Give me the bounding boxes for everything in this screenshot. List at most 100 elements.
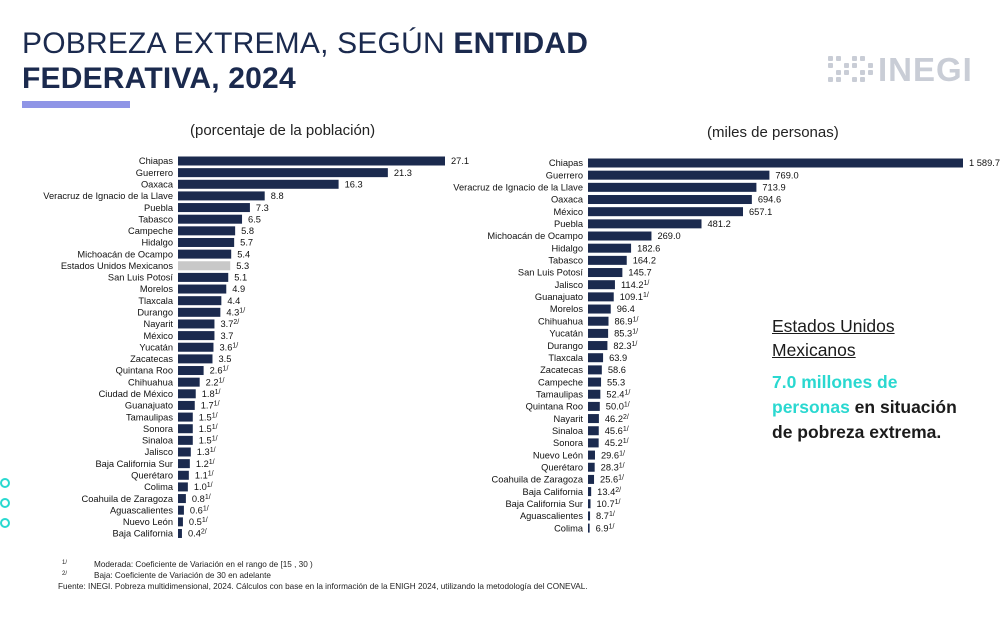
left-category-label: Nuevo León (123, 517, 173, 527)
left-bar (178, 191, 265, 201)
left-bar-chart: Chiapas 27.1 Guerrero 21.3 Oaxaca 16.3 Veracru… (43, 156, 469, 538)
right-category-label: Yucatán (549, 329, 583, 339)
left-value-label: 5.3 (236, 261, 249, 271)
left-bar (178, 261, 231, 271)
social-circle-icon (0, 478, 10, 488)
summary-heading-1: Estados Unidos (772, 316, 895, 336)
right-value-label: 1 589.7 (969, 158, 1000, 168)
left-bar (178, 237, 235, 247)
right-value-label: 45.21/ (605, 438, 629, 448)
left-value-label: 2.61/ (210, 366, 229, 376)
right-bar (588, 231, 652, 241)
right-category-label: Michoacán de Ocampo (487, 231, 583, 241)
right-value-label: 96.4 (617, 304, 635, 314)
left-category-label: Sonora (143, 424, 174, 434)
right-bar (588, 389, 601, 399)
right-value-label: 269.0 (657, 231, 680, 241)
left-bar (178, 459, 190, 469)
summary-highlight-1: 7.0 millones de (772, 372, 898, 392)
left-category-label: Tamaulipas (126, 412, 173, 422)
right-category-label: Chihuahua (538, 316, 584, 326)
right-bar (588, 426, 599, 436)
left-value-label: 5.7 (240, 238, 253, 248)
left-category-label: Morelos (140, 284, 173, 294)
left-value-label: 1.81/ (202, 389, 221, 399)
right-bar (588, 158, 963, 168)
left-value-label: 1.71/ (201, 401, 220, 411)
summary-box: Estados Unidos Mexicanos 7.0 millones de… (772, 314, 1002, 445)
summary-highlight-2: personas (772, 397, 850, 417)
right-category-label: Zacatecas (540, 365, 583, 375)
right-category-label: Oaxaca (551, 195, 584, 205)
right-category-label: Aguascalientes (520, 511, 583, 521)
right-bar (588, 207, 744, 217)
right-category-label: Guanajuato (535, 292, 583, 302)
right-value-label: 63.9 (609, 353, 627, 363)
left-category-label: México (144, 331, 173, 341)
left-category-label: Veracruz de Ignacio de la Llave (43, 191, 173, 201)
right-value-label: 657.1 (749, 207, 772, 217)
left-bar (178, 412, 193, 422)
right-bar-chart: Chiapas 1 589.7 Guerrero 769.0 Veracruz de I… (453, 158, 1000, 533)
right-category-label: Puebla (554, 219, 584, 229)
left-value-label: 7.3 (256, 203, 269, 213)
right-category-label: Campeche (538, 377, 583, 387)
right-category-label: Morelos (550, 304, 583, 314)
left-bar (178, 505, 184, 515)
right-category-label: Quintana Roo (526, 402, 583, 412)
left-category-label: Sinaloa (142, 436, 174, 446)
right-value-label: 46.22/ (605, 414, 629, 424)
summary-text-2: en situación (849, 397, 957, 417)
right-category-label: Baja California Sur (505, 499, 583, 509)
footnote-1: 1/Moderada: Coeficiente de Variación en … (62, 560, 313, 569)
right-bar (588, 280, 615, 290)
right-category-label: Tabasco (548, 256, 583, 266)
right-category-label: Colima (554, 523, 584, 533)
left-value-label: 3.5 (218, 354, 231, 364)
right-value-label: 58.6 (608, 365, 626, 375)
right-bar (588, 182, 757, 192)
right-bar (588, 499, 591, 509)
left-category-label: Chihuahua (128, 377, 174, 387)
right-bar (588, 474, 595, 484)
right-value-label: 82.31/ (613, 341, 637, 351)
left-category-label: Tabasco (138, 214, 173, 224)
left-bar (178, 296, 222, 306)
left-bar (178, 377, 200, 387)
left-bar (178, 494, 186, 504)
right-bar (588, 195, 752, 205)
summary-heading-2: Mexicanos (772, 340, 856, 360)
right-bar (588, 328, 609, 338)
right-category-label: Querétaro (541, 462, 583, 472)
left-bar (178, 447, 191, 457)
left-bar (178, 168, 388, 178)
right-value-label: 114.21/ (621, 280, 649, 290)
left-category-label: Zacatecas (130, 354, 173, 364)
left-value-label: 0.51/ (189, 517, 208, 527)
left-value-label: 1.51/ (199, 412, 218, 422)
left-bar (178, 517, 183, 527)
right-category-label: Durango (547, 341, 583, 351)
right-value-label: 45.61/ (605, 426, 629, 436)
right-value-label: 182.6 (637, 243, 660, 253)
left-category-label: Yucatán (139, 342, 173, 352)
social-circle-icon (0, 518, 10, 528)
left-value-label: 0.81/ (192, 494, 211, 504)
right-bar (588, 341, 608, 351)
right-category-label: Guerrero (546, 170, 583, 180)
title-underline (22, 101, 130, 108)
right-value-label: 50.01/ (606, 402, 630, 412)
right-value-label: 164.2 (633, 256, 656, 266)
right-value-label: 769.0 (775, 170, 798, 180)
right-category-label: Chiapas (549, 158, 583, 168)
left-value-label: 1.51/ (199, 436, 218, 446)
right-category-label: Hidalgo (551, 243, 583, 253)
left-bar (178, 435, 193, 445)
left-value-label: 4.31/ (226, 308, 245, 318)
title-line2: FEDERATIVA, 2024 (22, 62, 296, 95)
right-value-label: 25.61/ (600, 475, 624, 485)
left-value-label: 0.61/ (190, 505, 209, 515)
left-category-label: Oaxaca (141, 179, 174, 189)
left-bar (178, 179, 339, 189)
left-value-label: 16.3 (345, 179, 363, 189)
